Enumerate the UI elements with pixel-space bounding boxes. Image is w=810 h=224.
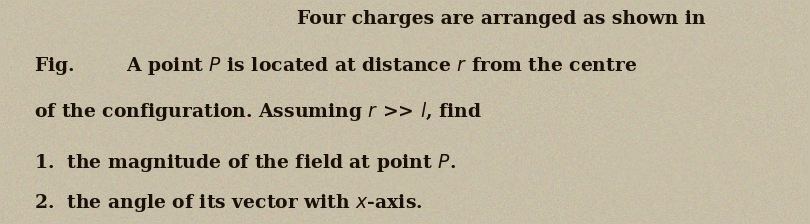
Text: of the configuration. Assuming $\it{r}$ >> $\it{l}$, find: of the configuration. Assuming $\it{r}$ … (34, 100, 481, 123)
Text: 2.  the angle of its vector with $\it{x}$-axis.: 2. the angle of its vector with $\it{x}$… (34, 192, 422, 214)
Text: Four charges are arranged as shown in: Four charges are arranged as shown in (297, 10, 706, 28)
Text: 1.  the magnitude of the field at point $\it{P}$.: 1. the magnitude of the field at point $… (34, 152, 456, 174)
Text: Fig.        A point $\it{P}$ is located at distance $\it{r}$ from the centre: Fig. A point $\it{P}$ is located at dist… (34, 55, 637, 77)
